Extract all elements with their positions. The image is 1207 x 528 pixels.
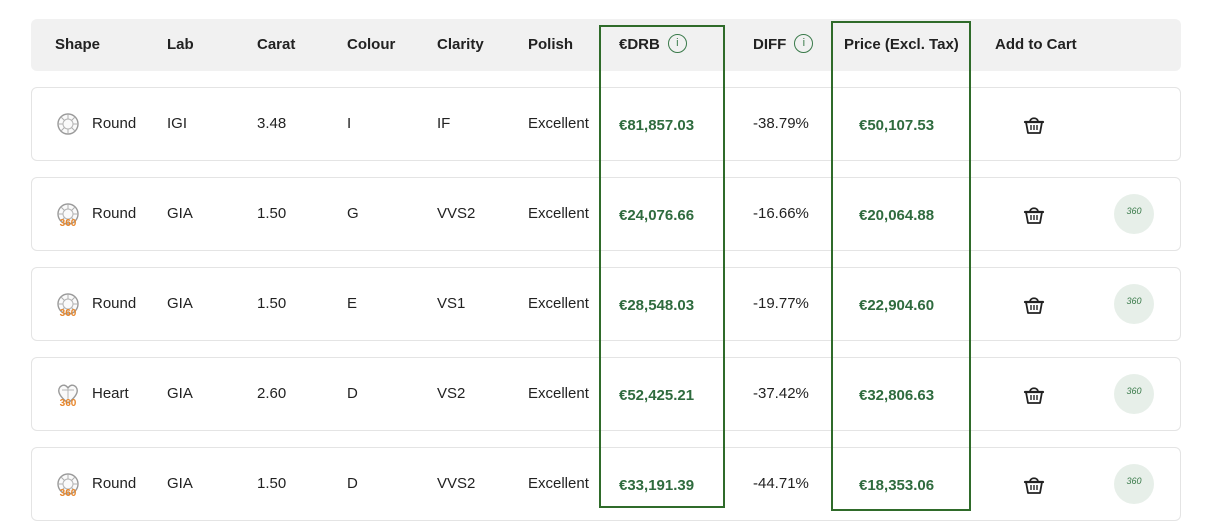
view-360-button[interactable]: 360 [1114, 464, 1154, 504]
cell-carat: 2.60 [257, 385, 287, 402]
header-drb: €DRB i [619, 19, 687, 71]
header-price: Price (Excl. Tax) [844, 36, 959, 53]
cell-colour: D [347, 475, 358, 492]
header-polish: Polish [528, 36, 574, 53]
table-row[interactable] [31, 267, 1181, 341]
cell-price: €18,353.06 [859, 477, 935, 494]
header-shape: Shape [55, 36, 101, 53]
cell-carat: 1.50 [257, 205, 287, 222]
view-360-label: 360 [1126, 296, 1142, 306]
basket-icon[interactable] [1022, 472, 1046, 496]
basket-icon[interactable] [1022, 202, 1046, 226]
cell-polish: Excellent [528, 385, 589, 402]
header-lab: Lab [167, 36, 194, 53]
cell-polish: Excellent [528, 205, 589, 222]
cell-carat: 3.48 [257, 115, 287, 132]
view-360-button[interactable]: 360 [1114, 374, 1154, 414]
cell-clarity: VS1 [437, 295, 466, 312]
cell-polish: Excellent [528, 115, 589, 132]
round-diamond-icon [57, 113, 79, 135]
header-add-to-cart: Add to Cart [995, 36, 1077, 53]
view-360-button[interactable]: 360 [1114, 194, 1154, 234]
header-diff: DIFF i [753, 19, 814, 71]
info-icon[interactable]: i [794, 33, 814, 53]
cell-clarity: IF [437, 115, 451, 132]
cell-lab: IGI [167, 115, 188, 132]
cell-drb: €24,076.66 [619, 207, 695, 224]
cell-price: €22,904.60 [859, 297, 935, 314]
cell-carat: 1.50 [257, 295, 287, 312]
table-row[interactable] [31, 87, 1181, 161]
cell-shape: Round [92, 115, 137, 132]
cell-price: €50,107.53 [859, 117, 935, 134]
cell-carat: 1.50 [257, 475, 287, 492]
header-clarity: Clarity [437, 36, 484, 53]
badge-360-text: 360 [60, 218, 77, 227]
cell-lab: GIA [167, 475, 193, 492]
cell-diff: -44.71% [753, 475, 809, 492]
cell-clarity: VVS2 [437, 475, 476, 492]
header-diff-label: DIFF [753, 36, 787, 53]
cell-shape: Heart [92, 385, 129, 402]
cell-colour: I [347, 115, 352, 132]
view-360-label: 360 [1126, 206, 1142, 216]
cell-colour: G [347, 205, 359, 222]
badge-360-text: 360 [60, 398, 77, 407]
cell-colour: D [347, 385, 358, 402]
cell-colour: E [347, 295, 358, 312]
table-row[interactable] [31, 357, 1181, 431]
round-diamond-icon: 360 [57, 203, 79, 227]
heart-diamond-icon: 360 [57, 384, 79, 407]
info-icon[interactable]: i [667, 33, 687, 53]
cell-clarity: VS2 [437, 385, 466, 402]
cell-lab: GIA [167, 205, 193, 222]
cell-polish: Excellent [528, 475, 589, 492]
badge-360-text: 360 [60, 308, 77, 317]
cell-diff: -16.66% [753, 205, 809, 222]
cell-diff: -19.77% [753, 295, 809, 312]
cell-drb: €81,857.03 [619, 117, 695, 134]
cell-diff: -37.42% [753, 385, 809, 402]
header-colour: Colour [347, 36, 396, 53]
basket-icon[interactable] [1022, 382, 1046, 406]
round-diamond-icon: 360 [57, 293, 79, 317]
view-360-label: 360 [1126, 476, 1142, 486]
cell-drb: €28,548.03 [619, 297, 695, 314]
cell-lab: GIA [167, 385, 193, 402]
header-drb-label: €DRB [619, 36, 660, 53]
cell-drb: €33,191.39 [619, 477, 695, 494]
table-row[interactable] [31, 177, 1181, 251]
price-column-highlight [831, 21, 971, 511]
cell-clarity: VVS2 [437, 205, 476, 222]
basket-icon[interactable] [1022, 292, 1046, 316]
drb-column-highlight [599, 25, 725, 508]
cell-shape: Round [92, 295, 137, 312]
cell-price: €32,806.63 [859, 387, 935, 404]
table-row[interactable] [31, 447, 1181, 521]
cell-polish: Excellent [528, 295, 589, 312]
cell-lab: GIA [167, 295, 193, 312]
cell-diff: -38.79% [753, 115, 809, 132]
table-header [31, 19, 1181, 71]
view-360-button[interactable]: 360 [1114, 284, 1154, 324]
header-carat: Carat [257, 36, 296, 53]
cell-drb: €52,425.21 [619, 387, 695, 404]
view-360-label: 360 [1126, 386, 1142, 396]
round-diamond-icon: 360 [57, 473, 79, 497]
cell-price: €20,064.88 [859, 207, 935, 224]
badge-360-text: 360 [60, 488, 77, 497]
basket-icon[interactable] [1022, 112, 1046, 136]
cell-shape: Round [92, 475, 137, 492]
cell-shape: Round [92, 205, 137, 222]
